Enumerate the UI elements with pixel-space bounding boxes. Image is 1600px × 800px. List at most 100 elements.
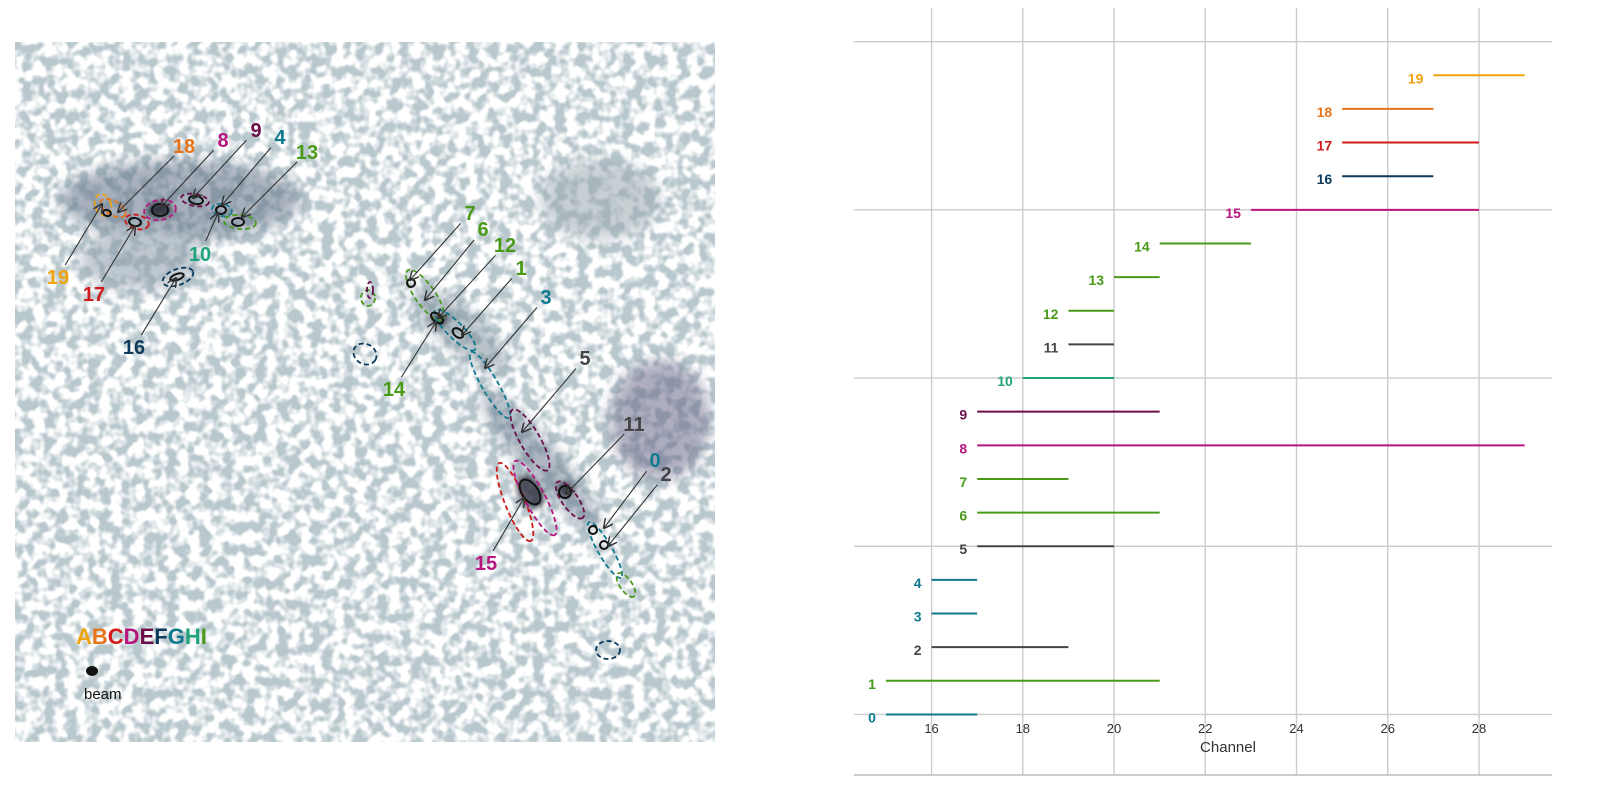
component-label-9: 9	[250, 120, 261, 142]
contour-ellipse	[554, 480, 586, 520]
channel-bar-label-15: 15	[1225, 205, 1241, 221]
legend-letter-A: A	[76, 624, 92, 649]
x-tick-labels: 16 18 20 22 24 26 28	[924, 721, 1486, 736]
component-label-19: 19	[47, 267, 69, 289]
component-label-1: 1	[515, 258, 526, 280]
component-label-8: 8	[217, 130, 228, 152]
label-arrow	[462, 278, 513, 335]
contour-ellipse	[93, 193, 113, 217]
component-label-6: 6	[477, 219, 488, 241]
label-arrow	[438, 254, 496, 318]
x-axis-label: Channel	[1200, 739, 1256, 756]
contour-ellipse	[512, 459, 558, 537]
contour-ellipse	[468, 350, 512, 420]
channel-bar-label-19: 19	[1408, 70, 1424, 86]
component-label-3: 3	[540, 287, 551, 309]
contour-ellipse	[231, 217, 245, 227]
component-label-0: 0	[649, 450, 660, 472]
beam-label: beam	[84, 686, 122, 703]
legend-letter-G: G	[168, 624, 185, 649]
label-arrow	[492, 498, 524, 552]
legend-letter-D: D	[124, 624, 140, 649]
legend-letter-F: F	[154, 624, 167, 649]
channel-bar-label-12: 12	[1043, 306, 1059, 322]
label-arrow	[566, 433, 625, 494]
contour-ellipse	[509, 408, 551, 472]
channel-bar-label-2: 2	[914, 642, 922, 658]
label-arrow	[400, 322, 436, 378]
channel-bar-label-0: 0	[868, 709, 876, 725]
component-label-5: 5	[579, 348, 590, 370]
channel-bar-label-10: 10	[997, 373, 1013, 389]
label-arrow	[193, 139, 247, 198]
contour-ellipse	[595, 640, 621, 660]
channel-bar-label-11: 11	[1044, 339, 1059, 355]
label-arrow	[140, 278, 176, 336]
contour-ellipse	[495, 461, 535, 543]
channel-bar-label-14: 14	[1134, 238, 1150, 254]
component-label-16: 16	[123, 337, 145, 359]
x-tick-label: 16	[924, 721, 938, 736]
label-arrow	[205, 213, 218, 242]
contour-layer	[93, 192, 637, 660]
contour-ellipse	[615, 572, 637, 598]
component-label-12: 12	[494, 235, 516, 257]
legend-letter-E: E	[140, 624, 155, 649]
component-label-15: 15	[475, 553, 497, 575]
channel-bar-label-18: 18	[1317, 104, 1333, 120]
component-label-18: 18	[173, 136, 195, 158]
contour-ellipse	[366, 281, 374, 299]
legend-letter-C: C	[108, 624, 124, 649]
label-arrow	[64, 204, 102, 266]
label-arrow	[222, 147, 272, 205]
contour-ellipse	[586, 521, 624, 579]
contour-ellipse	[143, 198, 177, 222]
beam-marker	[86, 666, 98, 676]
contour-ellipse	[211, 202, 233, 218]
contour-ellipse	[433, 308, 477, 352]
component-label-17: 17	[83, 284, 105, 306]
channel-bar-label-16: 16	[1317, 171, 1333, 187]
label-arrow-layer	[64, 139, 658, 552]
letter-legend: ABCDEFGHI	[76, 624, 207, 649]
label-arrow	[410, 223, 462, 280]
component-label-2: 2	[660, 464, 671, 486]
label-arrow	[100, 226, 135, 283]
channel-bar-label-9: 9	[959, 407, 967, 423]
x-tick-label: 18	[1016, 721, 1030, 736]
component-label-11: 11	[623, 414, 644, 436]
channel-bar-label-8: 8	[959, 440, 967, 456]
component-label-14: 14	[383, 379, 406, 401]
contour-ellipse	[223, 213, 257, 231]
label-arrow	[242, 161, 298, 217]
moment-map-panel: 0 1 2 3 4 5 6 7 8 9 10 11 12 13 14 15 16 17 18 19 ABCDEFGHI…	[0, 0, 760, 800]
contour-ellipse	[352, 342, 378, 366]
contour-ellipse	[588, 525, 598, 535]
channel-bar-label-6: 6	[959, 508, 967, 524]
component-label-13: 13	[296, 142, 318, 164]
contour-ellipse	[161, 266, 195, 288]
x-tick-label: 24	[1289, 721, 1303, 736]
component-label-7: 7	[464, 203, 475, 225]
chart-grid	[854, 8, 1552, 776]
legend-letter-B: B	[92, 624, 108, 649]
contour-ellipse	[99, 197, 127, 219]
x-tick-label: 26	[1381, 721, 1395, 736]
x-tick-label: 22	[1198, 721, 1212, 736]
channel-bar-label-4: 4	[914, 575, 922, 591]
label-arrow	[161, 149, 214, 207]
component-label-4: 4	[274, 127, 286, 149]
channel-bar-label-1: 1	[868, 676, 876, 692]
contour-ellipse	[124, 213, 150, 231]
channel-bar-label-5: 5	[959, 541, 967, 557]
channel-bar-label-3: 3	[914, 609, 922, 625]
legend-letter-I: I	[201, 624, 207, 649]
label-arrow	[485, 307, 538, 368]
contour-ellipse	[360, 289, 376, 307]
label-arrow	[425, 239, 475, 300]
x-tick-label: 20	[1107, 721, 1121, 736]
label-arrow	[522, 368, 577, 432]
